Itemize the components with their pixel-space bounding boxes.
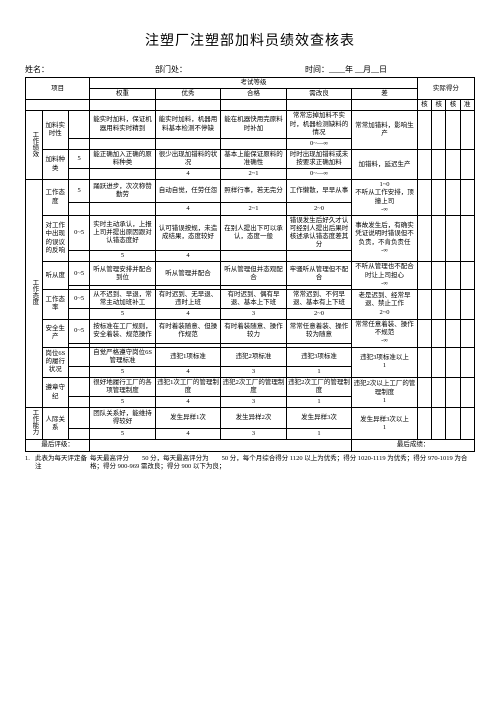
row-5-main: 工作态率 0~5 从不迟到、早退，常常主动加班补工 有时迟到、无早退、违时上班 …	[26, 289, 475, 308]
row-7-main: 岗位6S的履行状况 自觉严格遵守岗位6S管理标准 违犯1项标准 违犯2项标准 违…	[26, 347, 475, 366]
col-pass: 合格	[221, 89, 286, 100]
col-rating-group: 考试等级	[90, 78, 417, 89]
group-work-attitude: 工作态度	[26, 180, 43, 408]
row-3-main: 对工作中出现的误议的反响 0~5 实时主动承认，上报上司并提出原因跟对认错态度好…	[26, 215, 475, 251]
best-score-label: 最后成绩：	[352, 440, 475, 451]
col-poor: 差	[352, 89, 418, 100]
name-label: 姓名：	[25, 64, 155, 75]
row-6-main: 安全生产 0~5 按标准在工厂规则，安全着装、规范操作 有时着装随意、但操作规范…	[26, 320, 475, 344]
page-title: 注塑厂注塑部加料员绩效查核表	[25, 30, 475, 50]
col-project: 项目	[26, 78, 90, 100]
header-row-1: 项目 考试等级 实际得分	[26, 78, 475, 89]
col-k2: 核	[432, 100, 446, 111]
col-k1: 核	[417, 100, 431, 111]
final-eval-label: 最后评级：	[26, 440, 90, 451]
col-actual: 实际得分	[417, 78, 474, 100]
col-excellent: 优秀	[155, 89, 220, 100]
meta-row: 姓名： 部门处： 时间：____年 __月__日	[25, 64, 475, 75]
row-4-main: 听从度 0~5 听从管理安排并配合到位 听从管理并配合 听从管理但并态观配合 牢…	[26, 262, 475, 286]
footer-row: 最后评级： 最后成绩：	[26, 440, 475, 451]
dept-label: 部门处：	[155, 64, 305, 75]
row-2-main: 工作态度 工作态度 5 踊跃进步，次次称赞勤劳 自动自觉，任劳任怨 照样行事，若…	[26, 180, 475, 202]
col-weight: 权重	[90, 89, 155, 100]
note-block: 1. 此表为每天评定备注 每天最高评分 50 分，每天最高评分为 50 分，每个…	[25, 455, 475, 472]
row-9-main: 工作能力 人际关系 团队关系好，能维持得较好 发生异样1次 发生异样2次 发生异…	[26, 408, 475, 428]
row-8-main: 遵章守纪 很好地履行工厂的各项管理制度 违犯1次工厂的管理制度 违犯2次工厂的管…	[26, 377, 475, 396]
header-row-2: 权重 优秀 合格 需改良 差	[26, 89, 475, 100]
group-work-ability: 工作能力	[26, 408, 43, 440]
col-std: 准	[460, 100, 474, 111]
assessment-table: 项目 考试等级 实际得分 权重 优秀 合格 需改良 差 核 核 核 准 工作绩效…	[25, 77, 475, 452]
header-row-3: 核 核 核 准	[26, 100, 475, 111]
row-1-main: 加料种类 5 能正确加入正确的原料种类 很少出现加错料的状况 基本上能保证原料的…	[26, 149, 475, 168]
group-work-perf: 工作绩效	[26, 111, 43, 180]
col-k3: 核	[446, 100, 460, 111]
row-0-sub: 加料实时性	[42, 111, 68, 150]
row-0-poor2: 常常加错料，影响生产	[352, 111, 418, 150]
col-improve: 需改良	[286, 89, 351, 100]
row-0-main: 工作绩效 加料实时性 能实时加料，保证机器用料实时精到 能实时加料，机器用料基本…	[26, 111, 475, 138]
time-label: 时间：____年 __月__日	[305, 64, 475, 75]
row-1-sub: 加料种类	[42, 149, 68, 179]
